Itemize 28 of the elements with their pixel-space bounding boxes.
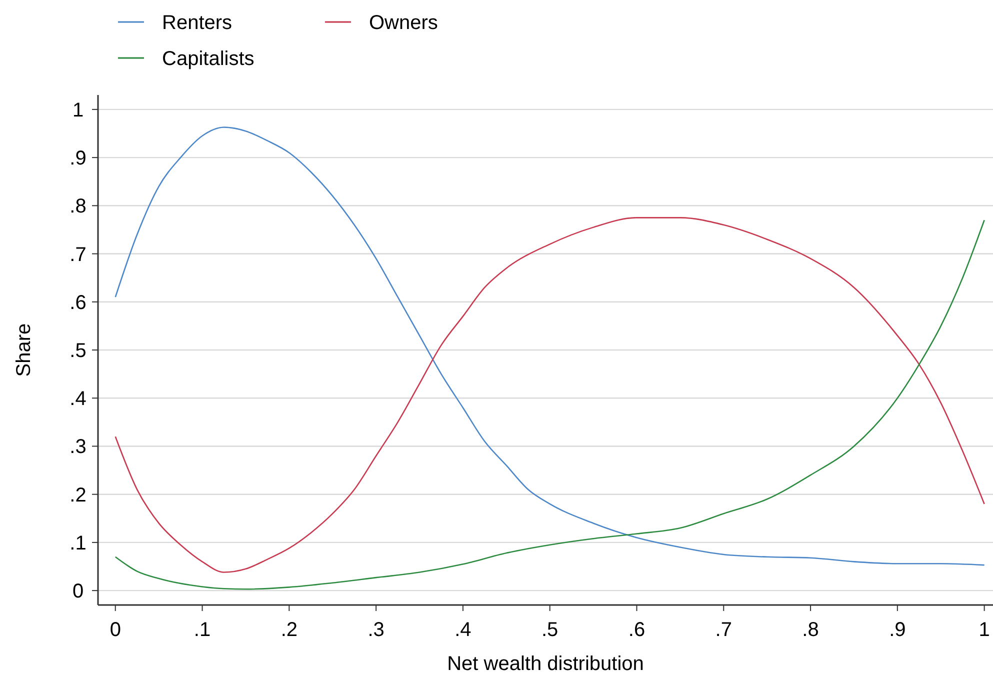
y-tick-label: .3 bbox=[70, 436, 86, 458]
y-tick-label: .8 bbox=[70, 196, 86, 218]
y-axis-title: Share bbox=[13, 323, 35, 377]
x-tick-label: .3 bbox=[368, 619, 384, 641]
y-tick-label: .1 bbox=[70, 532, 86, 554]
x-tick-label: 1 bbox=[978, 619, 990, 641]
x-tick-label: .5 bbox=[542, 619, 558, 641]
line-series bbox=[114, 126, 985, 566]
y-tick-label: .7 bbox=[70, 244, 86, 266]
x-tick-label: .8 bbox=[802, 619, 819, 641]
y-tick-label: .9 bbox=[70, 148, 86, 170]
y-tick-label: .4 bbox=[70, 388, 86, 410]
x-tick-label: 0 bbox=[110, 619, 121, 641]
x-axis-title: Net wealth distribution bbox=[447, 653, 644, 675]
legend-label: Capitalists bbox=[162, 48, 254, 70]
y-tick-label: 0 bbox=[72, 580, 84, 603]
x-tick-label: .9 bbox=[889, 619, 906, 641]
y-tick-label: .6 bbox=[70, 292, 86, 314]
x-tick-label: .7 bbox=[715, 619, 732, 641]
y-tick-label: .2 bbox=[70, 484, 86, 506]
legend-label: Owners bbox=[369, 12, 438, 34]
x-tick-label: .6 bbox=[628, 619, 646, 641]
legend-label: Renters bbox=[162, 12, 232, 34]
x-tick-label: .2 bbox=[280, 619, 298, 641]
x-tick-label: .1 bbox=[194, 619, 211, 641]
y-tick-label: .5 bbox=[70, 340, 86, 362]
y-tick-label: 1 bbox=[72, 99, 84, 122]
x-tick-label: .4 bbox=[454, 619, 472, 641]
